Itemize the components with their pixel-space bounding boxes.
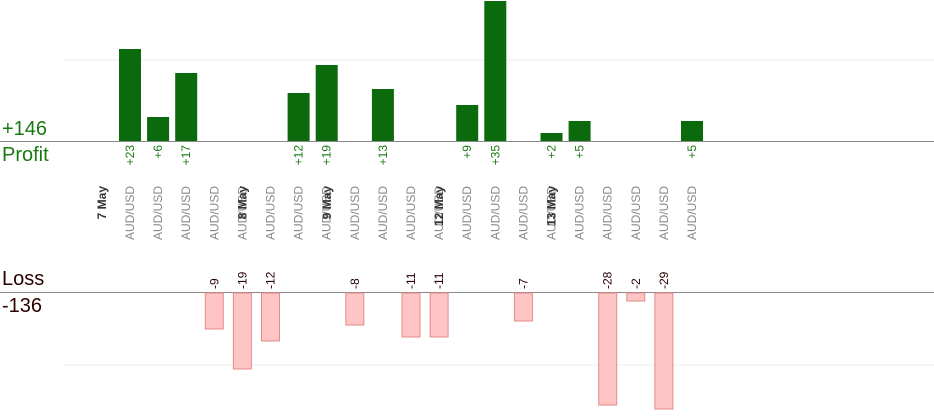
profit-value-label: +13 (376, 145, 390, 166)
profit-bar (287, 93, 310, 141)
loss-value-label: -2 (629, 278, 643, 289)
date-label: 7 May (95, 186, 109, 220)
profit-bar (540, 133, 563, 141)
instrument-label: AUD/USD (460, 186, 474, 240)
profit-bar (147, 117, 170, 141)
loss-value-label: -28 (601, 271, 615, 289)
loss-bar (598, 292, 618, 406)
loss-bar (654, 292, 674, 410)
profit-bar (568, 121, 591, 141)
instrument-label: AUD/USD (235, 186, 249, 240)
profit-bar (315, 65, 338, 141)
date-label: 8 May (236, 186, 250, 220)
profit-value-label: +5 (685, 145, 699, 159)
loss-value-label: -11 (404, 272, 418, 289)
profit-value-label: +5 (573, 145, 587, 159)
instrument-label: AUD/USD (629, 186, 643, 240)
loss-bar (626, 292, 646, 302)
profit-value-label: +19 (320, 145, 334, 166)
loss-bar (429, 292, 449, 338)
profit-bar (175, 73, 198, 141)
profit-bar (119, 49, 141, 141)
profit-value-label: +9 (460, 145, 474, 159)
instrument-label: AUD/USD (207, 186, 221, 240)
loss-bar (345, 292, 365, 326)
date-label: 9 May (320, 186, 334, 220)
instrument-label: AUD/USD (488, 186, 502, 240)
loss-value-label: -29 (657, 271, 671, 289)
instrument-label: AUD/USD (151, 186, 165, 240)
loss-bar (232, 292, 252, 370)
loss-value-label: -7 (516, 278, 530, 289)
date-label: 12 May (432, 186, 446, 226)
instrument-label: AUD/USD (657, 186, 671, 240)
instrument-label: AUD/USD (432, 186, 446, 240)
instrument-label: AUD/USD (601, 186, 615, 240)
loss-value-label: -12 (264, 271, 278, 289)
instrument-label: AUD/USD (123, 186, 137, 240)
loss-bar (204, 292, 224, 330)
profit-value-label: +23 (123, 145, 137, 166)
profit-value-label: +6 (151, 145, 165, 159)
loss-bar (513, 292, 533, 322)
instrument-label: AUD/USD (685, 186, 699, 240)
instrument-label: AUD/USD (264, 186, 278, 240)
profit-total: +146 (2, 118, 48, 140)
profit-bar (456, 105, 479, 141)
profit-bar (484, 1, 507, 141)
profit-value-label: +35 (488, 145, 502, 166)
loss-bar (401, 292, 421, 338)
date-label: 13 May (545, 186, 559, 226)
loss-value-label: -19 (235, 271, 249, 289)
profit-value-label: +12 (292, 145, 306, 166)
instrument-label: AUD/USD (545, 186, 559, 240)
instrument-label: AUD/USD (320, 186, 334, 240)
instrument-label: AUD/USD (376, 186, 390, 240)
profit-bar (681, 121, 703, 141)
instrument-label: AUD/USD (573, 186, 587, 240)
loss-label: Loss (2, 268, 45, 290)
instrument-label: AUD/USD (179, 186, 193, 240)
instrument-label: AUD/USD (516, 186, 530, 240)
profit-label: Profit (2, 144, 49, 166)
loss-value-label: -11 (432, 272, 446, 289)
instrument-label: AUD/USD (404, 186, 418, 240)
loss-value-label: -9 (207, 278, 221, 289)
instrument-label: AUD/USD (292, 186, 306, 240)
loss-value-label: -8 (348, 278, 362, 289)
instrument-label: AUD/USD (348, 186, 362, 240)
loss-bar (261, 292, 280, 342)
profit-value-label: +17 (179, 145, 193, 166)
profit-value-label: +2 (545, 145, 559, 159)
profit-bar (371, 89, 394, 141)
loss-total: -136 (2, 295, 43, 317)
